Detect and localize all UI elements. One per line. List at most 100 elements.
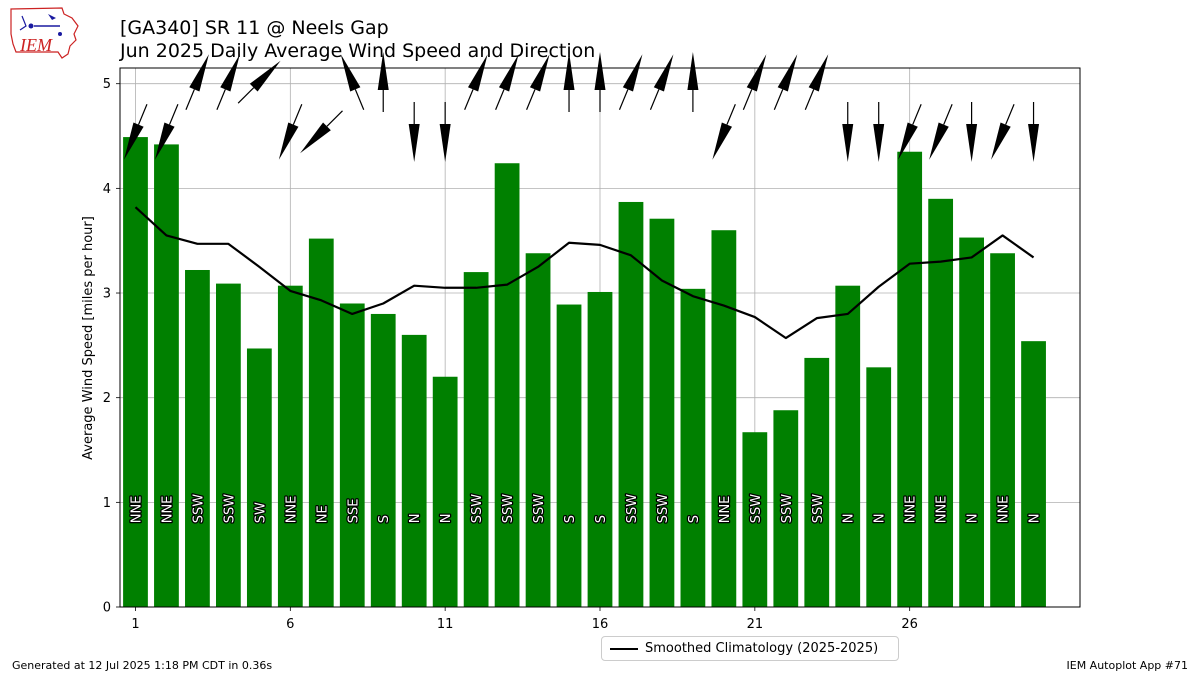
direction-label: SSW — [749, 494, 764, 524]
direction-label: SSW — [532, 494, 547, 524]
bar — [649, 218, 675, 607]
bar — [587, 291, 613, 607]
y-tick-label: 1 — [103, 496, 111, 511]
direction-label: NE — [315, 505, 330, 523]
x-tick-label: 6 — [286, 617, 294, 632]
wind-arrow — [495, 54, 519, 110]
wind-arrow — [618, 54, 643, 110]
wind-arrow — [408, 102, 420, 162]
direction-label: N — [842, 514, 857, 524]
app-credit: IEM Autoplot App #71 — [1066, 659, 1189, 672]
x-tick-label: 26 — [901, 617, 918, 632]
wind-arrow — [237, 60, 281, 104]
direction-label: SSW — [470, 494, 485, 524]
direction-label: NNE — [904, 496, 919, 524]
wind-arrow — [185, 54, 209, 110]
wind-arrow — [991, 104, 1015, 160]
wind-arrow — [300, 110, 343, 154]
direction-label: N — [1028, 514, 1043, 524]
direction-label: SSW — [625, 494, 640, 524]
direction-label: SSW — [191, 494, 206, 524]
direction-label: NNE — [284, 496, 299, 524]
wind-arrow — [216, 54, 240, 110]
direction-labels: NNE NNE SSW SSW SW NNE NE SSE S N N SSW SSW SSW S S SSW S… — [128, 493, 1044, 525]
wind-arrow — [464, 54, 488, 110]
wind-arrow — [154, 104, 179, 160]
bar — [618, 201, 644, 608]
wind-arrow — [377, 52, 389, 112]
bar — [680, 288, 706, 607]
bar — [339, 303, 365, 607]
direction-label: NNE — [160, 496, 175, 524]
bar — [277, 285, 303, 607]
y-axis-label: Average Wind Speed [miles per hour] — [81, 216, 96, 460]
wind-arrow — [842, 102, 854, 162]
y-tick-label: 5 — [103, 77, 111, 92]
bar — [990, 253, 1015, 608]
bar — [432, 376, 458, 607]
bar — [185, 269, 210, 607]
wind-arrows — [124, 52, 1040, 162]
bar — [246, 348, 272, 607]
direction-label: N — [408, 514, 423, 524]
bar — [494, 163, 520, 607]
bar — [216, 283, 241, 607]
generated-timestamp: Generated at 12 Jul 2025 1:18 PM CDT in … — [12, 659, 273, 672]
direction-label: NNE — [997, 496, 1012, 524]
wind-arrow — [649, 54, 674, 110]
bar — [804, 357, 830, 607]
wind-arrow — [594, 52, 606, 112]
bar — [370, 313, 396, 607]
direction-label: N — [966, 514, 981, 524]
bar — [866, 367, 892, 607]
wind-arrow — [898, 104, 922, 160]
wind-arrow — [687, 52, 699, 112]
y-axis: 0 1 2 3 4 5 — [103, 77, 120, 616]
bar — [928, 198, 954, 607]
direction-label: SSW — [780, 494, 795, 524]
bar — [308, 238, 334, 607]
bar — [525, 253, 551, 608]
wind-arrow — [278, 104, 303, 160]
direction-label: N — [873, 514, 888, 524]
direction-label: SSW — [656, 494, 671, 524]
y-tick-label: 2 — [103, 391, 111, 406]
direction-label: S — [563, 515, 578, 523]
y-tick-label: 0 — [103, 601, 111, 616]
bar — [897, 151, 923, 607]
direction-label: S — [594, 515, 609, 523]
bar — [773, 410, 799, 607]
bar — [742, 432, 768, 607]
legend-line-swatch — [610, 648, 638, 650]
wind-arrow — [966, 102, 978, 162]
direction-label: SSE — [346, 499, 361, 524]
x-tick-label: 1 — [131, 617, 139, 632]
bar — [556, 304, 582, 607]
wind-arrow — [873, 102, 885, 162]
logo-text: IEM — [19, 35, 53, 55]
wind-arrow — [526, 54, 550, 110]
wind-arrow — [1028, 102, 1040, 162]
iem-logo: IEM — [8, 6, 80, 60]
wind-arrow — [773, 54, 798, 110]
wind-arrow — [712, 104, 736, 160]
direction-label: S — [687, 515, 702, 523]
direction-label: NNE — [935, 496, 950, 524]
bar — [959, 237, 984, 608]
x-tick-label: 11 — [437, 617, 454, 632]
y-tick-label: 3 — [103, 287, 111, 302]
direction-label: SW — [253, 502, 268, 523]
wind-arrow — [804, 54, 829, 110]
x-axis: 1 6 11 16 21 26 — [131, 607, 918, 632]
climatology-line — [134, 206, 1035, 340]
direction-label: SSW — [222, 494, 237, 524]
legend: Smoothed Climatology (2025-2025) — [601, 636, 899, 661]
x-tick-label: 16 — [592, 617, 609, 632]
legend-label: Smoothed Climatology (2025-2025) — [645, 641, 879, 656]
wind-arrow — [439, 102, 451, 162]
direction-label: S — [377, 515, 392, 523]
wind-arrow — [340, 54, 365, 110]
bars — [123, 137, 1046, 608]
chart-title-station: [GA340] SR 11 @ Neels Gap — [120, 17, 389, 39]
wind-arrow — [929, 104, 953, 160]
